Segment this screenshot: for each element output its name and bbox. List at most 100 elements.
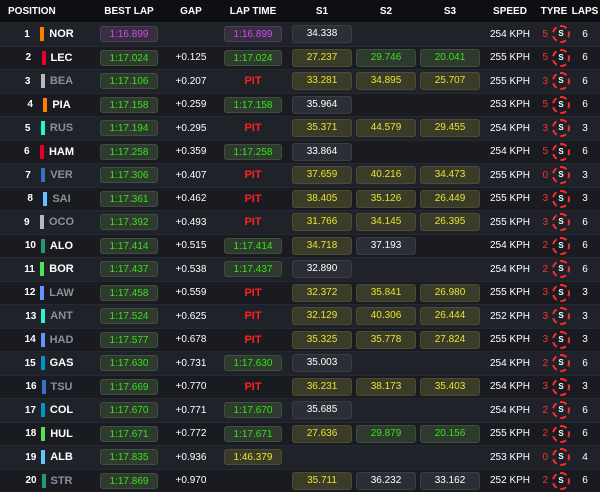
soft-tyre-icon[interactable]: S [552,119,570,137]
s1-cell: 32.129 [290,304,354,328]
best-lap-cell: 1:17.158 [92,93,166,117]
soft-tyre-icon[interactable]: S [552,72,570,90]
soft-tyre-icon[interactable]: S [552,96,570,114]
team-color-bar [43,192,47,206]
laps-value: 6 [582,52,588,63]
s1-cell: 32.372 [290,281,354,305]
soft-tyre-icon[interactable]: S [552,166,570,184]
laps-value: 6 [582,264,588,275]
s2-cell [354,398,418,422]
soft-tyre-icon[interactable]: S [552,448,570,466]
header-laps[interactable]: LAPS [570,0,600,22]
soft-tyre-icon[interactable]: S [552,284,570,302]
driver-code: BOR [49,263,73,275]
s3-value: 26.444 [420,307,480,325]
soft-tyre-icon[interactable]: S [552,190,570,208]
team-color-bar [40,286,44,300]
lap-time-value: PIT [244,310,261,322]
gap-value: +0.771 [176,405,207,416]
header-position[interactable]: POSITION [0,0,92,22]
s3-value [421,448,479,464]
s3-cell: 29.455 [418,116,482,140]
driver-code: LEC [51,52,73,64]
s1-cell: 35.371 [290,116,354,140]
header-s1[interactable]: S1 [290,0,354,22]
tyre-age: 3 [538,287,548,298]
header-gap[interactable]: GAP [166,0,216,22]
lap-time-value: 1:17.414 [224,238,282,254]
s2-value [357,448,415,464]
s3-cell: 20.041 [418,46,482,70]
s2-cell: 44.579 [354,116,418,140]
s3-cell [418,22,482,46]
lap-time-cell [216,469,290,492]
best-lap-value: 1:17.392 [100,214,158,230]
best-lap-value: 1:17.194 [100,120,158,136]
best-lap-value: 1:17.869 [100,473,158,489]
gap-cell: +0.259 [166,93,216,117]
laps-cell: 6 [570,398,600,422]
lap-time-value: 1:17.158 [224,97,282,113]
soft-tyre-icon[interactable]: S [552,260,570,278]
soft-tyre-icon[interactable]: S [552,401,570,419]
header-tyre[interactable]: TYRE [538,0,570,22]
soft-tyre-icon[interactable]: S [552,307,570,325]
best-lap-cell: 1:17.869 [92,469,166,492]
s2-value: 34.895 [356,72,416,90]
header-best-lap[interactable]: BEST LAP [92,0,166,22]
s3-value [421,354,479,370]
soft-tyre-icon[interactable]: S [552,354,570,372]
header-lap-time[interactable]: LAP TIME [216,0,290,22]
gap-cell: +0.295 [166,116,216,140]
s3-value: 25.707 [420,72,480,90]
s1-value: 33.281 [292,72,352,90]
soft-tyre-icon[interactable]: S [552,331,570,349]
lap-time-cell: PIT [216,163,290,187]
position-number: 7 [19,170,41,181]
soft-tyre-icon[interactable]: S [552,425,570,443]
lap-time-cell: 1:17.670 [216,398,290,422]
s2-value [357,354,415,370]
soft-tyre-icon[interactable]: S [552,49,570,67]
header-speed[interactable]: SPEED [482,0,538,22]
speed-value: 255 KPH [490,170,530,181]
best-lap-cell: 1:17.024 [92,46,166,70]
position-number: 1 [18,29,40,40]
header-s2[interactable]: S2 [354,0,418,22]
soft-tyre-icon[interactable]: S [552,213,570,231]
soft-tyre-icon[interactable]: S [552,472,570,490]
speed-cell: 252 KPH [482,304,538,328]
soft-tyre-icon[interactable]: S [552,378,570,396]
gap-cell: +0.936 [166,445,216,469]
soft-tyre-icon[interactable]: S [552,143,570,161]
speed-cell: 255 KPH [482,422,538,446]
header-s3[interactable]: S3 [418,0,482,22]
soft-tyre-icon[interactable]: S [552,25,570,43]
soft-tyre-icon[interactable]: S [552,237,570,255]
